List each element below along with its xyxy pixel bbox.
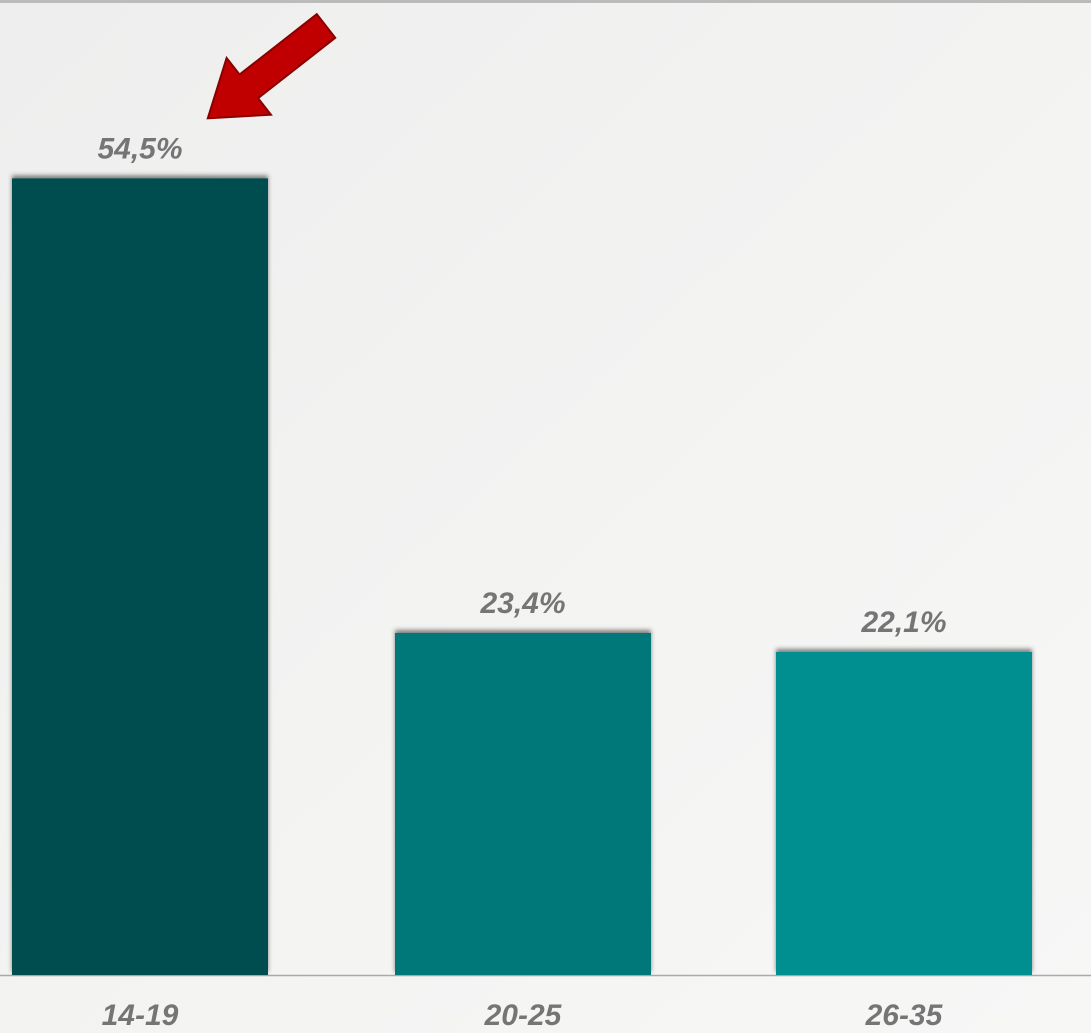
chart: 14-19 54,5% 20-25 23,4% 26-35 22,1% — [0, 0, 1091, 1033]
x-tick-label: 14-19 — [102, 999, 179, 1032]
data-label: 22,1% — [860, 606, 946, 639]
bar — [12, 178, 268, 975]
x-tick-label: 26-35 — [865, 999, 944, 1032]
data-label: 23,4% — [479, 587, 565, 620]
x-tick-label: 20-25 — [484, 999, 563, 1032]
bar — [395, 633, 651, 975]
data-label: 54,5% — [97, 132, 182, 165]
bar — [776, 652, 1032, 975]
